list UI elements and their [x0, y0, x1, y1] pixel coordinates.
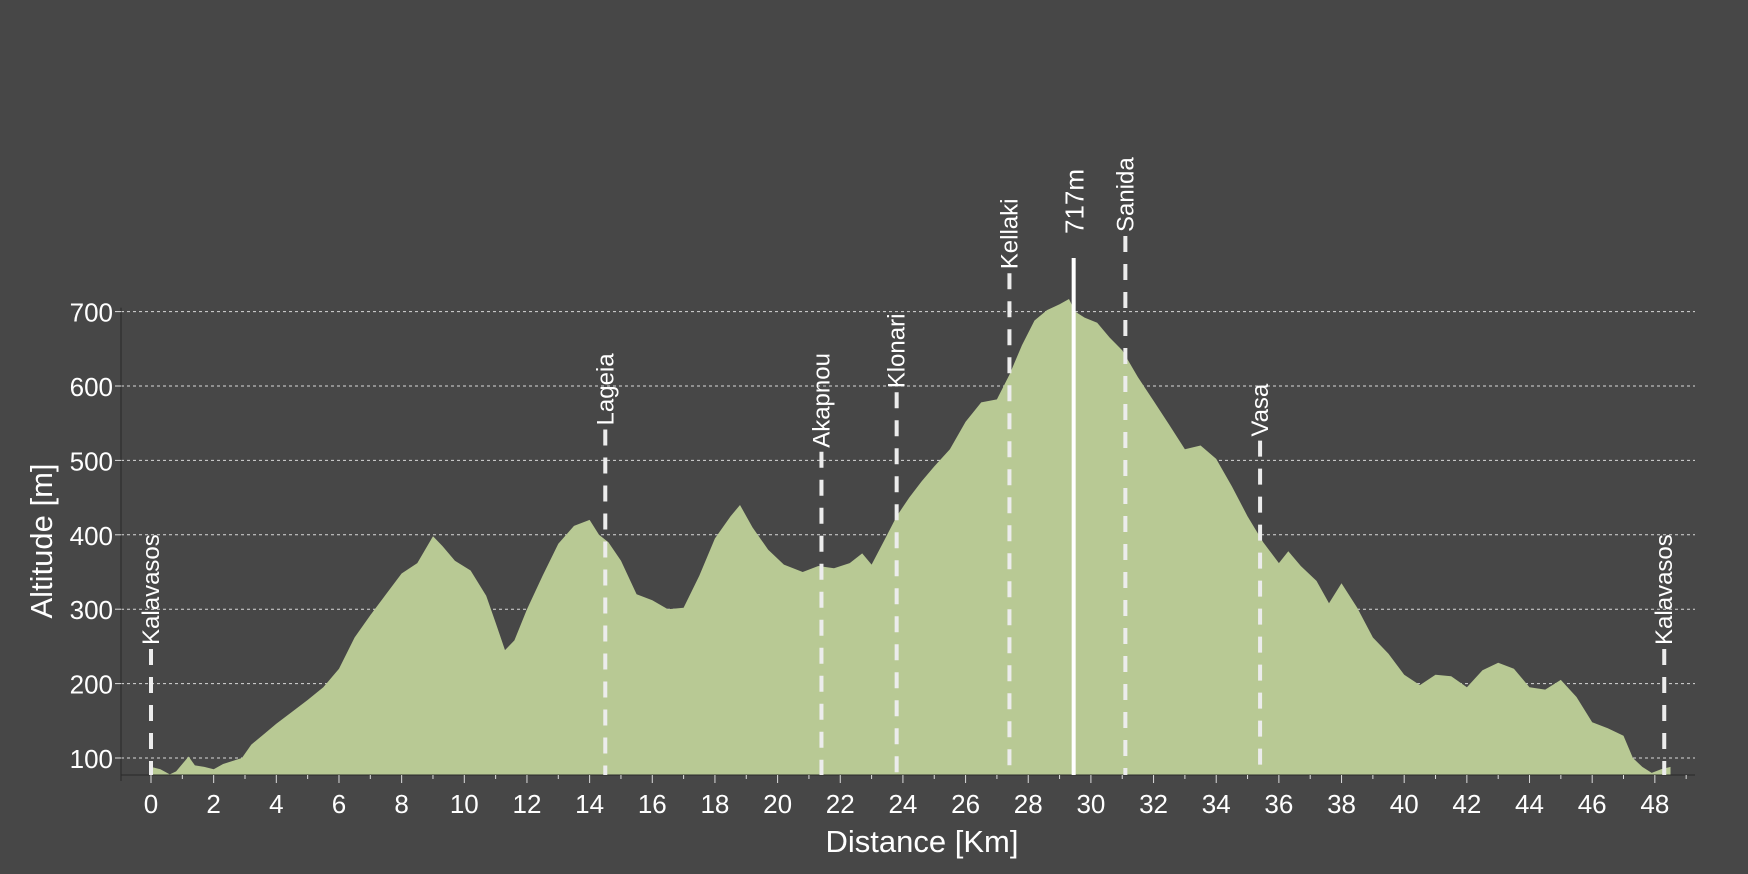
elevation-area [151, 299, 1671, 775]
y-axis-label: Altitude [m] [24, 463, 59, 618]
y-tick-label: 300 [70, 595, 113, 625]
peak-marker: 717m [1060, 169, 1090, 775]
waypoint-label-akapnou: Akapnou [808, 353, 835, 448]
waypoint-label-vasa: Vasa [1247, 383, 1274, 437]
x-tick-label: 0 [144, 789, 158, 819]
waypoint-label-kalavasos: Kalavasos [1651, 534, 1678, 645]
x-tick-label: 18 [700, 789, 729, 819]
x-tick-label: 20 [763, 789, 792, 819]
x-tick-label: 12 [512, 789, 541, 819]
y-tick-label: 200 [70, 670, 113, 700]
waypoint-label-sanida: Sanida [1112, 157, 1139, 232]
x-tick-label: 26 [951, 789, 980, 819]
x-tick-label: 22 [826, 789, 855, 819]
waypoint-label-kalavasos: Kalavasos [138, 534, 165, 645]
x-tick-label: 10 [450, 789, 479, 819]
y-tick-label: 600 [70, 372, 113, 402]
x-tick-label: 46 [1578, 789, 1607, 819]
x-tick-label: 24 [888, 789, 917, 819]
x-axis-ticks: 0 2 4 6 8 10 12 14 16 18 20 22 24 26 28 30 32 34 36 38 40 42 4… [144, 775, 1687, 819]
x-tick-label: 2 [206, 789, 220, 819]
x-tick-label: 44 [1515, 789, 1544, 819]
x-axis-label: Distance [Km] [826, 824, 1019, 859]
x-tick-label: 8 [394, 789, 408, 819]
x-tick-label: 34 [1202, 789, 1231, 819]
y-tick-label: 500 [70, 446, 113, 476]
x-tick-label: 32 [1139, 789, 1168, 819]
waypoint-label-klonari: Klonari [884, 314, 911, 389]
y-axis-ticks: 100 200 300 400 500 600 700 [70, 298, 121, 774]
x-tick-label: 48 [1640, 789, 1669, 819]
y-tick-label: 400 [70, 521, 113, 551]
x-tick-label: 40 [1390, 789, 1419, 819]
y-tick-label: 100 [70, 744, 113, 774]
waypoint-label-lageia: Lageia [592, 353, 619, 426]
x-tick-label: 30 [1076, 789, 1105, 819]
x-tick-label: 36 [1264, 789, 1293, 819]
waypoint-markers: Kalavasos Lageia Akapnou Klonari Kellaki Sani… [138, 157, 1678, 775]
x-tick-label: 14 [575, 789, 604, 819]
peak-label: 717m [1060, 169, 1090, 234]
x-tick-label: 16 [638, 789, 667, 819]
x-tick-label: 28 [1014, 789, 1043, 819]
x-tick-label: 38 [1327, 789, 1356, 819]
x-tick-label: 4 [269, 789, 283, 819]
x-tick-label: 6 [332, 789, 346, 819]
y-tick-label: 700 [70, 298, 113, 328]
waypoint-label-kellaki: Kellaki [996, 199, 1023, 270]
x-tick-label: 42 [1452, 789, 1481, 819]
